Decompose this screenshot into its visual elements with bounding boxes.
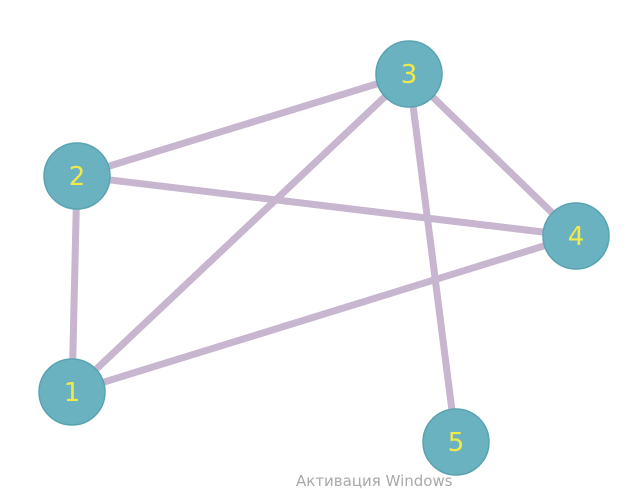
node-label-2: 2 — [69, 162, 86, 192]
edge-2-4 — [73, 172, 580, 240]
node-1: 1 — [38, 358, 106, 426]
node-2: 2 — [43, 142, 111, 210]
node-layer: 1 2 3 4 5 — [38, 40, 610, 476]
node-4: 4 — [542, 202, 610, 270]
node-circle-1 — [38, 358, 106, 426]
edge-3-5 — [405, 70, 460, 446]
edge-1-4 — [68, 232, 580, 396]
node-label-1: 1 — [64, 378, 81, 408]
windows-activation-watermark: Активация Windows — [296, 474, 453, 489]
edge-3-4 — [405, 70, 580, 240]
node-label-4: 4 — [568, 222, 585, 252]
node-5: 5 — [422, 408, 490, 476]
node-circle-3 — [375, 40, 443, 108]
edge-2-3 — [73, 70, 413, 180]
edge-1-2 — [68, 172, 81, 396]
node-label-5: 5 — [448, 428, 465, 458]
node-circle-4 — [542, 202, 610, 270]
node-label-3: 3 — [401, 60, 418, 90]
edge-1-3 — [68, 70, 413, 396]
node-3: 3 — [375, 40, 443, 108]
node-circle-5 — [422, 408, 490, 476]
edge-layer — [68, 70, 580, 446]
node-circle-2 — [43, 142, 111, 210]
